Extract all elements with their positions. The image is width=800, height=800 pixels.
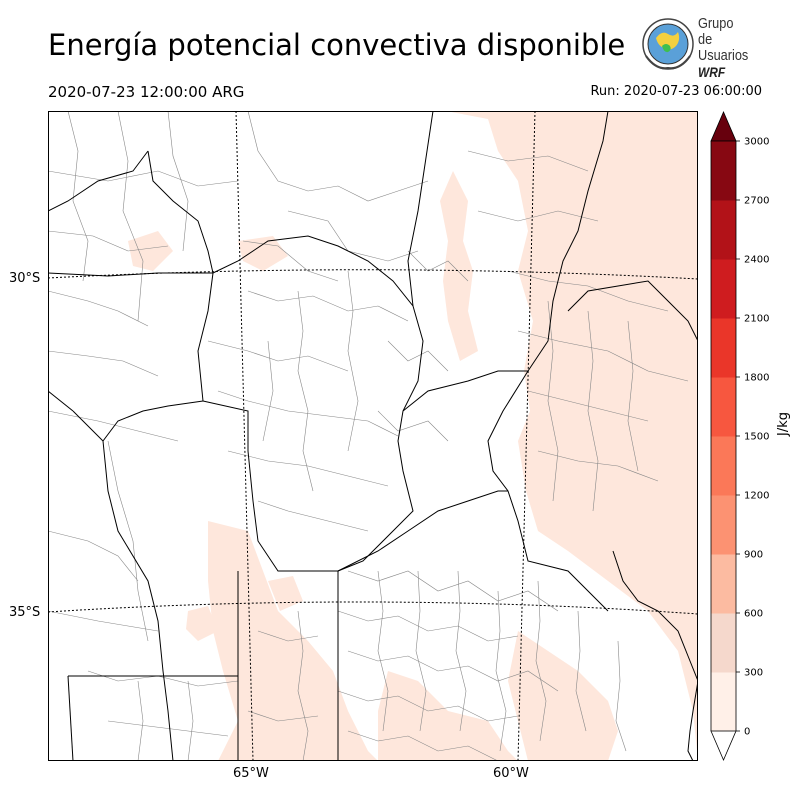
logo-text: Grupo de Usuarios WRF (698, 15, 751, 81)
colorbar-tick-label: 300 (744, 668, 763, 679)
colorbar-tick-label: 900 (744, 550, 763, 561)
colorbar-tick-label: 1200 (744, 491, 769, 502)
colorbar-segment (711, 377, 736, 437)
parallel-30s (48, 269, 698, 280)
colorbar-tick-label: 2700 (744, 196, 769, 207)
lat-label-35s: 35°S (9, 605, 41, 620)
colorbar-tick-label: 2400 (744, 255, 769, 266)
colorbar-tick-label: 600 (744, 609, 763, 620)
colorbar-segment (711, 141, 736, 201)
colorbar-tick-label: 1800 (744, 373, 769, 384)
logo-line-1: Grupo de (698, 15, 734, 48)
colorbar-segment (711, 554, 736, 614)
colorbar-tick-label: 2100 (744, 314, 769, 325)
valid-time: 2020-07-23 12:00:00 ARG (48, 83, 245, 101)
colorbar-segment (711, 200, 736, 260)
meridian-65w (235, 111, 254, 761)
colorbar-segment (711, 672, 736, 732)
colorbar-tick-label: 0 (744, 727, 750, 738)
colorbar-segment (711, 613, 736, 673)
lon-label-60w: 60°W (493, 766, 529, 781)
run-time: Run: 2020-07-23 06:00:00 (590, 84, 762, 99)
coastline (612, 550, 698, 761)
map-frame (48, 111, 698, 761)
logo-line-2: Usuarios (698, 47, 749, 64)
colorbar: 0 300 600 900 1200 1500 1800 2100 2400 2700 3000 (710, 110, 769, 762)
map-title: Energía potencial convectiva disponible (48, 28, 626, 62)
department-boundaries (48, 111, 689, 761)
lat-label-30s: 30°S (9, 271, 41, 286)
colorbar-segment (711, 436, 736, 496)
wrf-users-group-logo: Grupo de Usuarios WRF (638, 16, 760, 80)
cape-shading (128, 111, 698, 761)
cape-map (48, 111, 698, 761)
colorbar-over-extension (710, 110, 737, 142)
graticule (48, 111, 698, 761)
colorbar-segment (711, 495, 736, 555)
parallel-35s (48, 601, 698, 615)
logo-line-3: WRF (698, 64, 726, 80)
meridian-60w (517, 111, 536, 761)
colorbar-unit-label: J/kg (776, 412, 791, 436)
colorbar-segment (711, 318, 736, 378)
lon-label-65w: 65°W (233, 766, 269, 781)
globe-emblem-icon (642, 18, 694, 70)
colorbar-under-extension (710, 730, 737, 762)
colorbar-tick-label: 1500 (744, 432, 769, 443)
colorbar-segment (711, 259, 736, 319)
colorbar-tick-label: 3000 (744, 137, 769, 148)
